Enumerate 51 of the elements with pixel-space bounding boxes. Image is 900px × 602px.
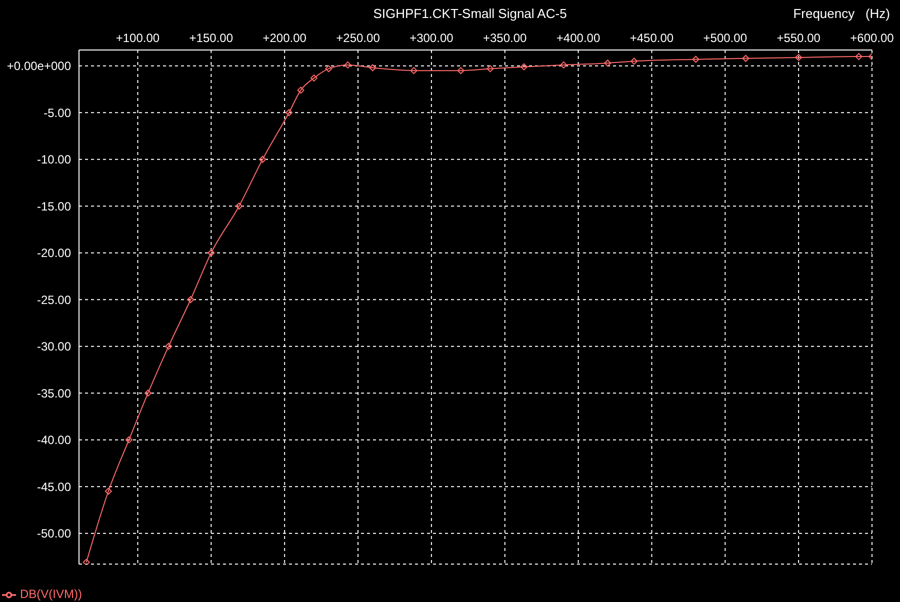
x-tick-label: +300.00 — [410, 31, 454, 45]
point — [560, 61, 568, 68]
point — [855, 53, 862, 60]
point — [187, 296, 194, 304]
y-tick-label: -25.00 — [36, 292, 72, 307]
y-tick-label: +0.00e+000 — [6, 59, 72, 74]
point — [325, 65, 332, 72]
point — [259, 156, 266, 163]
y-tick-label: -30.00 — [36, 340, 72, 354]
x-tick-label: +550.00 — [776, 31, 821, 45]
point — [630, 58, 638, 65]
point — [236, 202, 243, 210]
point — [297, 86, 304, 94]
point — [286, 109, 292, 116]
point — [742, 54, 750, 62]
x-tick-label: +500.00 — [703, 31, 748, 45]
point — [369, 64, 376, 72]
point — [410, 67, 418, 74]
point — [604, 60, 612, 67]
y-tick-label: -5.00 — [44, 106, 72, 120]
x-tick-label: +450.00 — [630, 31, 674, 45]
y-tick-label: -45.00 — [36, 480, 72, 494]
x-tick-label: +600.00 — [850, 31, 894, 45]
x-axis-title: Frequency (Hz) — [793, 6, 890, 21]
x-tick-label: +100.00 — [116, 31, 160, 45]
y-tick-label: -20.00 — [36, 246, 72, 260]
point — [520, 63, 528, 70]
x-tick-label: +250.00 — [336, 31, 380, 45]
x-tick-label: +150.00 — [189, 31, 234, 45]
point — [344, 61, 352, 68]
point — [104, 488, 112, 495]
point — [457, 67, 464, 74]
y-tick-label: -40.00 — [36, 433, 72, 448]
point — [82, 558, 90, 564]
chart-title: SIGHPF1.CKT-Small Signal AC-5 — [373, 6, 567, 21]
point — [692, 56, 700, 63]
x-tick-label: +200.00 — [262, 31, 307, 45]
point — [125, 436, 132, 444]
y-tick-label: -15.00 — [36, 199, 72, 214]
point — [144, 390, 152, 397]
x-tick-label: +350.00 — [483, 31, 528, 45]
legend-label: DB(V(IVM)) — [20, 587, 82, 602]
point — [165, 342, 172, 350]
y-tick-label: -10.00 — [36, 152, 72, 167]
point — [208, 249, 215, 256]
point — [310, 74, 318, 82]
x-tick-label: +400.00 — [556, 31, 600, 45]
point — [486, 65, 494, 72]
point — [795, 54, 802, 61]
y-tick-label: -35.00 — [36, 386, 72, 400]
y-tick-label: -50.00 — [36, 526, 72, 541]
